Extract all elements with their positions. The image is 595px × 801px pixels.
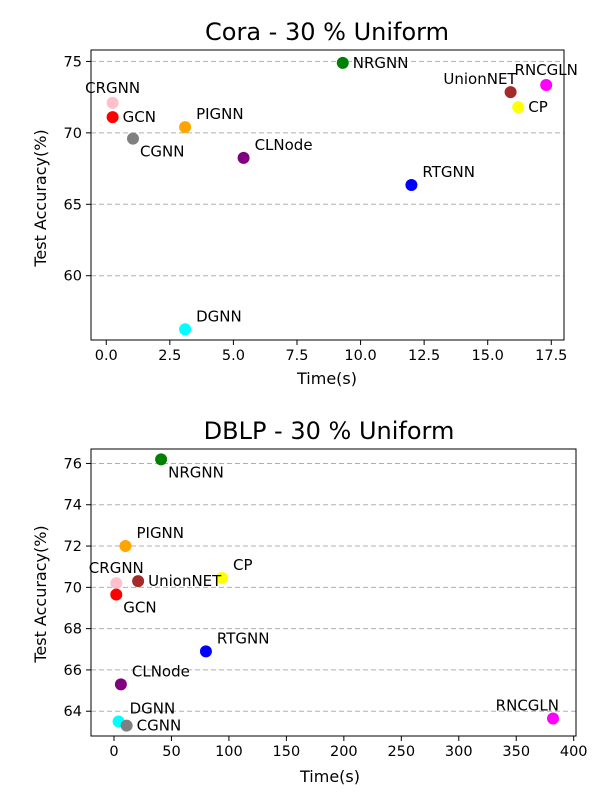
x-tick-label: 150 — [273, 744, 301, 760]
point-label-rncgln: RNCGLN — [515, 61, 578, 79]
point-label-rncgln: RNCGLN — [496, 696, 559, 714]
x-tick-label: 300 — [445, 744, 473, 760]
x-tick-label: 17.5 — [535, 348, 567, 364]
point-label-pignn: PIGNN — [136, 524, 184, 542]
point-clnode — [114, 678, 127, 691]
point-label-cgnn: CGNN — [140, 143, 185, 161]
x-tick-label: 400 — [560, 744, 588, 760]
point-label-nrgnn: NRGNN — [168, 463, 224, 481]
y-tick-label: 60 — [64, 269, 82, 285]
point-label-dgnn: DGNN — [130, 700, 176, 718]
y-tick-label: 70 — [64, 580, 82, 596]
y-tick-label: 74 — [64, 498, 82, 514]
point-rtgnn — [199, 645, 212, 658]
point-label-cp: CP — [233, 556, 253, 574]
x-axis-label: Time(s) — [296, 369, 357, 388]
point-label-dgnn: DGNN — [196, 307, 242, 325]
cora-chart: Cora - 30 % Uniform Time(s) Test Accurac… — [31, 18, 578, 388]
y-tick-label: 76 — [64, 456, 82, 472]
y-tick-label: 75 — [64, 54, 82, 70]
point-pignn — [119, 540, 132, 553]
data-points — [106, 56, 553, 336]
plot-frame — [90, 448, 577, 737]
chart-title: Cora - 30 % Uniform — [205, 18, 449, 46]
axis-ticks: 60 65 70 75 0.0 2.5 5.0 7.5 10.0 12.5 15.0 17.5 — [64, 54, 568, 364]
point-label-gcn: GCN — [123, 599, 156, 617]
x-tick-label: 10.0 — [344, 348, 376, 364]
x-tick-label: 2.5 — [158, 348, 181, 364]
x-tick-label: 7.5 — [285, 348, 308, 364]
plot-frame — [90, 49, 565, 341]
point-label-gcn: GCN — [123, 108, 156, 126]
point-crgnn — [106, 96, 119, 109]
point-cgnn — [126, 132, 139, 145]
point-rtgnn — [405, 179, 418, 191]
x-tick-label: 0.0 — [95, 348, 118, 364]
point-label-clnode: CLNode — [132, 662, 190, 680]
x-tick-label: 100 — [215, 744, 243, 760]
x-tick-label: 200 — [330, 744, 358, 760]
point-clnode — [237, 151, 250, 164]
y-tick-label: 72 — [64, 539, 82, 555]
axis-ticks: 64 66 68 70 72 74 76 0 50 100 150 200 250 300 350 400 — [64, 456, 588, 760]
x-tick-label: 0 — [109, 744, 118, 760]
point-label-unionnet: UnionNET — [443, 70, 517, 88]
grid-lines — [91, 60, 564, 277]
point-label-crgnn: CRGNN — [85, 79, 140, 97]
x-tick-label: 350 — [502, 744, 530, 760]
point-label-cp: CP — [528, 98, 548, 116]
x-tick-label: 250 — [387, 744, 415, 760]
point-unionnet — [504, 86, 517, 99]
y-tick-label: 64 — [64, 704, 82, 720]
point-cgnn — [120, 719, 133, 732]
point-label-pignn: PIGNN — [196, 105, 244, 123]
point-pignn — [179, 121, 192, 134]
chart-title: DBLP - 30 % Uniform — [204, 417, 455, 445]
y-axis-label: Test Accuracy(%) — [31, 129, 50, 267]
point-nrgnn — [336, 56, 349, 69]
y-tick-label: 68 — [64, 622, 82, 638]
x-tick-label: 12.5 — [408, 348, 440, 364]
x-tick-label: 15.0 — [472, 348, 504, 364]
point-label-rtgnn: RTGNN — [217, 629, 270, 647]
point-cp — [216, 572, 229, 585]
x-tick-label: 5.0 — [222, 348, 245, 364]
point-label-clnode: CLNode — [255, 136, 313, 154]
point-unionnet — [132, 575, 145, 588]
point-label-cgnn: CGNN — [137, 717, 182, 735]
point-rncgln — [547, 712, 560, 725]
point-label-crgnn: CRGNN — [89, 559, 144, 577]
y-tick-label: 65 — [64, 197, 82, 213]
y-tick-label: 66 — [64, 663, 82, 679]
dblp-chart: DBLP - 30 % Uniform Time(s) Test Accurac… — [31, 417, 588, 786]
point-nrgnn — [155, 453, 168, 466]
point-labels: CRGNN GCN CGNN PIGNN CLNode NRGNN RTGNN DGNN Uni… — [85, 54, 578, 325]
y-tick-label: 70 — [64, 126, 82, 142]
x-tick-label: 50 — [162, 744, 180, 760]
point-gcn — [110, 588, 123, 601]
x-axis-label: Time(s) — [299, 767, 360, 786]
data-points — [110, 453, 560, 732]
point-cp — [512, 101, 525, 114]
point-crgnn — [110, 577, 123, 590]
point-gcn — [106, 111, 119, 124]
point-rncgln — [540, 79, 553, 91]
point-label-nrgnn: NRGNN — [353, 54, 409, 72]
grid-lines — [91, 462, 576, 712]
point-dgnn — [179, 323, 192, 336]
point-label-rtgnn: RTGNN — [422, 163, 475, 181]
point-label-unionnet: UnionNET — [148, 572, 222, 590]
y-axis-label: Test Accuracy(%) — [31, 525, 50, 663]
